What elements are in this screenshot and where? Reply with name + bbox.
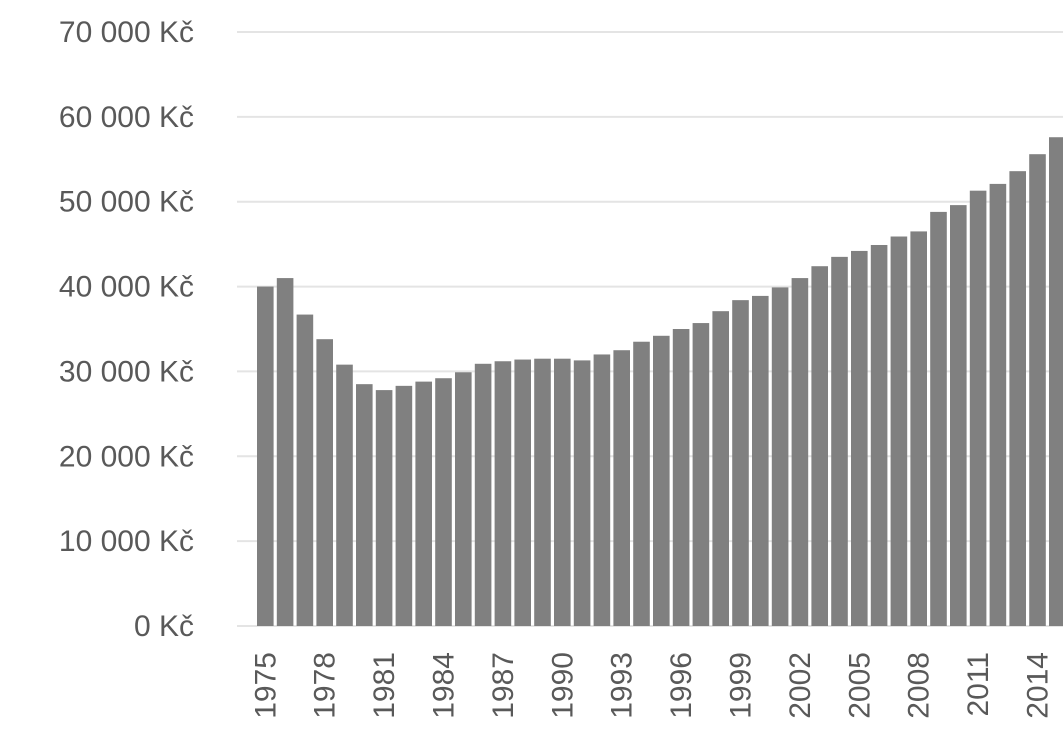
bar-2014 — [1029, 154, 1046, 627]
bar-2001 — [771, 287, 789, 626]
bar-2008 — [910, 231, 927, 626]
bar-1992 — [593, 354, 611, 626]
x-tick-label: 2011 — [962, 652, 995, 717]
bar-1977 — [296, 314, 314, 626]
bar-1994 — [633, 341, 650, 626]
bar-1998 — [712, 311, 729, 626]
bar-2005 — [851, 250, 868, 626]
bar-1981 — [375, 390, 393, 626]
x-tick-label: 2002 — [784, 652, 817, 719]
bar-2000 — [752, 295, 769, 626]
bar-1975 — [257, 286, 274, 626]
bar-2009 — [930, 211, 947, 626]
x-tick-label: 1975 — [249, 652, 282, 719]
bar-2006 — [870, 244, 888, 626]
y-tick-label: 60 000 Kč — [59, 101, 194, 134]
x-tick-label: 1981 — [368, 652, 401, 719]
bar-1999 — [732, 300, 749, 626]
gridlines — [237, 31, 1063, 627]
bar-2002 — [791, 278, 809, 626]
bar-1986 — [474, 363, 492, 626]
x-tick-label: 1999 — [725, 652, 758, 719]
x-tick-label: 2014 — [1022, 652, 1055, 719]
y-tick-label: 40 000 Kč — [59, 271, 194, 304]
y-tick-label: 20 000 Kč — [59, 440, 194, 473]
bar-2010 — [950, 205, 967, 626]
bar-1978 — [316, 339, 333, 626]
bar-1996 — [672, 329, 690, 626]
y-tick-label: 0 Kč — [134, 610, 194, 643]
bar-1995 — [653, 335, 670, 626]
bar-2003 — [811, 266, 828, 626]
bar-1980 — [356, 384, 373, 626]
bar-2004 — [831, 256, 848, 626]
x-tick-label: 1996 — [665, 652, 698, 719]
bar-1990 — [554, 358, 571, 626]
bar-1979 — [336, 364, 353, 626]
y-tick-label: 10 000 Kč — [59, 525, 194, 558]
y-tick-label: 70 000 Kč — [59, 16, 194, 49]
x-tick-label: 1990 — [546, 652, 579, 719]
bars — [257, 137, 1063, 627]
y-axis-tick-labels: 0 Kč 10 000 Kč 20 000 Kč 30 000 Kč 40 000 Kč… — [59, 16, 194, 643]
bar-1993 — [613, 350, 630, 626]
x-axis-tick-labels: 1975 1978 1981 1984 1987 1990 1993 1996 1999 2002… — [249, 652, 1054, 719]
y-tick-label: 30 000 Kč — [59, 355, 194, 388]
bar-1989 — [534, 358, 551, 626]
bar-1988 — [514, 359, 531, 626]
bar-1984 — [435, 378, 452, 626]
bar-1985 — [455, 372, 472, 626]
bar-2012 — [989, 183, 1007, 626]
bar-1976 — [276, 278, 294, 626]
bar-1997 — [692, 323, 710, 626]
x-tick-label: 2008 — [903, 652, 936, 719]
bar-2015 — [1049, 137, 1063, 627]
x-tick-label: 2005 — [843, 652, 876, 719]
x-tick-label: 1987 — [487, 652, 520, 719]
x-tick-label: 1984 — [428, 652, 461, 719]
bar-1982 — [395, 385, 413, 626]
bar-2011 — [969, 190, 987, 626]
y-tick-label: 50 000 Kč — [59, 186, 194, 219]
bar-2013 — [1009, 171, 1026, 626]
x-tick-label: 1978 — [309, 652, 342, 719]
bar-1991 — [573, 360, 591, 626]
x-tick-label: 1993 — [606, 652, 639, 719]
bar-1983 — [415, 381, 432, 626]
bar-2007 — [890, 236, 908, 626]
bar-1987 — [494, 361, 512, 626]
